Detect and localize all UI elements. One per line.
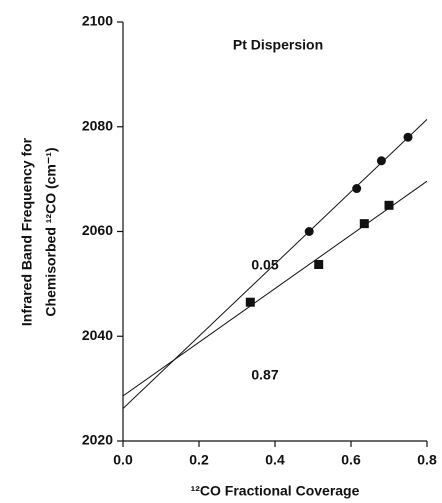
x-tick-label: 0.6 [341, 452, 361, 468]
series-label: 0.87 [251, 367, 278, 383]
x-tick-label: 0.2 [189, 452, 209, 468]
x-tick-label: 0.8 [417, 452, 437, 468]
y-axis-label: Infrared Band Frequency for [19, 137, 35, 326]
y-tick-label: 2080 [82, 117, 113, 133]
y-tick-label: 2060 [82, 222, 113, 238]
x-tick-label: 0.0 [113, 452, 133, 468]
point [384, 200, 394, 210]
annotation: Pt Dispersion [233, 37, 323, 53]
y-tick-label: 2020 [82, 432, 113, 448]
y-tick-label: 2040 [82, 327, 113, 343]
point [245, 297, 255, 307]
y-axis-label: Chemisorbed ¹²CO (cm⁻¹) [43, 147, 59, 316]
point [403, 132, 413, 142]
series-label: 0.05 [251, 257, 278, 273]
point [304, 227, 314, 236]
x-axis-label: ¹²CO Fractional Coverage [191, 483, 360, 499]
point [359, 219, 369, 229]
y-tick-label: 2100 [82, 13, 113, 29]
x-tick-label: 0.4 [265, 452, 285, 468]
point [314, 259, 324, 269]
point [352, 184, 362, 194]
point [376, 156, 386, 166]
fit-line [122, 180, 428, 397]
